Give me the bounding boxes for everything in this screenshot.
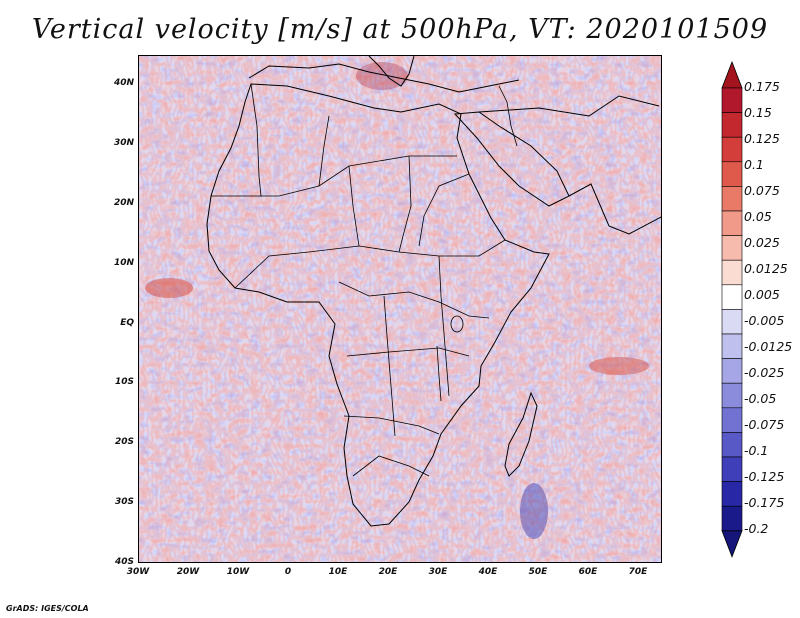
- ascent-zone-indian-ocean: [589, 357, 649, 375]
- lon-tick-label: 10E: [328, 567, 348, 577]
- chart-title: Vertical velocity [m/s] at 500hPa, VT: 2…: [31, 14, 769, 45]
- lat-tick-label: 30S: [114, 497, 134, 507]
- colorbar-level-label: -0.0125: [744, 339, 793, 354]
- lon-tick-label: 30W: [126, 567, 150, 577]
- colorbar-level-label: 0.15: [744, 105, 772, 120]
- ascent-zone-atlantic: [145, 278, 193, 298]
- colorbar-swatch: [721, 358, 743, 384]
- colorbar-swatch: [721, 505, 743, 532]
- lat-tick-label: 30N: [113, 138, 134, 148]
- descent-zone-south: [520, 483, 548, 539]
- colorbar-level-label: 0.025: [744, 235, 780, 250]
- map-panel: [138, 55, 662, 563]
- colorbar-swatch: [721, 481, 743, 507]
- ascent-zone-europe: [356, 62, 408, 90]
- colorbar: [721, 60, 743, 558]
- colorbar-top-arrow: [721, 60, 743, 89]
- colorbar-level-label: -0.125: [744, 469, 785, 484]
- colorbar-swatch: [721, 309, 743, 335]
- colorbar-level-label: -0.175: [744, 495, 785, 510]
- colorbar-level-label: 0.125: [744, 131, 780, 146]
- red-sea-coast: [498, 85, 518, 147]
- colorbar-swatch: [721, 284, 743, 310]
- colorbar-swatch: [721, 259, 743, 286]
- colorbar-swatch: [721, 161, 743, 187]
- colorbar-level-label: 0.175: [744, 79, 780, 94]
- coastlines: [206, 56, 661, 527]
- colorbar-level-label: 0.075: [744, 183, 780, 198]
- country-borders: [211, 83, 506, 477]
- lon-tick-label: 60E: [578, 567, 598, 577]
- colorbar-swatch: [721, 210, 743, 236]
- colorbar-swatch: [721, 432, 743, 458]
- lat-tick-label: EQ: [120, 318, 134, 328]
- colorbar-swatch: [721, 235, 743, 261]
- colorbar-swatch: [721, 136, 743, 163]
- colorbar-level-label: 0.1: [744, 157, 764, 172]
- colorbar-level-label: -0.05: [744, 391, 777, 406]
- lon-tick-label: 20W: [176, 567, 200, 577]
- lake-victoria: [450, 315, 464, 333]
- lat-tick-label: 20N: [113, 198, 134, 208]
- lat-tick-label: 10N: [113, 258, 134, 268]
- colorbar-swatch: [721, 407, 743, 433]
- grads-credit: GrADS: IGES/COLA: [6, 604, 89, 613]
- colorbar-swatch: [721, 87, 743, 113]
- colorbar-level-label: -0.025: [744, 365, 785, 380]
- colorbar-level-label: 0.005: [744, 287, 780, 302]
- colorbar-swatch: [721, 186, 743, 212]
- colorbar-bottom-arrow: [721, 530, 743, 558]
- colorbar-level-label: 0.05: [744, 209, 772, 224]
- colorbar-swatch: [721, 456, 743, 482]
- lon-tick-label: 70E: [628, 567, 648, 577]
- lon-tick-label: 30E: [428, 567, 448, 577]
- colorbar-swatch: [721, 382, 743, 409]
- lat-tick-label: 40S: [114, 557, 134, 567]
- colorbar-level-label: -0.1: [744, 443, 769, 458]
- lat-tick-label: 20S: [114, 437, 134, 447]
- lat-tick-label: 10S: [114, 377, 134, 387]
- lon-tick-label: 10W: [226, 567, 250, 577]
- lon-tick-label: 20E: [378, 567, 398, 577]
- colorbar-level-label: -0.075: [744, 417, 785, 432]
- lon-tick-label: 50E: [528, 567, 548, 577]
- colorbar-level-label: -0.2: [744, 521, 769, 536]
- colorbar-level-label: -0.005: [744, 313, 785, 328]
- lon-tick-label: 40E: [478, 567, 498, 577]
- velocity-field-map: [139, 56, 661, 562]
- lake-tanganyika: [436, 345, 442, 402]
- colorbar-swatch: [721, 112, 743, 138]
- field-streaks: [139, 56, 661, 562]
- colorbar-level-label: 0.0125: [744, 261, 788, 276]
- lon-tick-label: 0: [284, 567, 292, 577]
- lat-tick-label: 40N: [113, 78, 134, 88]
- colorbar-swatch: [721, 333, 743, 359]
